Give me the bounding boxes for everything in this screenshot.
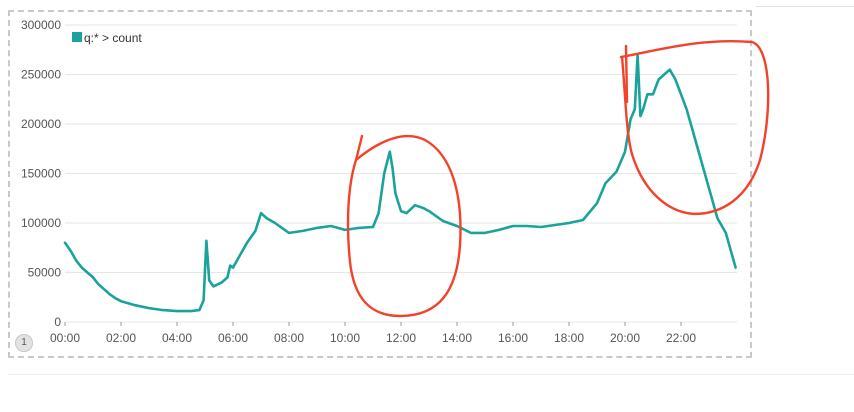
annotation-circle xyxy=(619,40,770,216)
x-tick-label: 16:00 xyxy=(498,331,528,345)
y-tick-label: 300000 xyxy=(21,18,61,32)
x-tick-label: 00:00 xyxy=(50,331,80,345)
y-tick-label: 100000 xyxy=(21,216,61,230)
page-number-badge[interactable]: 1 xyxy=(15,334,33,352)
annotation-stroke xyxy=(624,44,629,104)
top-border-line xyxy=(756,6,854,7)
x-tick-label: 22:00 xyxy=(666,331,696,345)
x-tick-label: 18:00 xyxy=(554,331,584,345)
y-tick-label: 0 xyxy=(54,315,61,329)
x-tick-label: 02:00 xyxy=(106,331,136,345)
legend-label: q:* > count xyxy=(84,31,142,45)
annotation-stroke xyxy=(354,134,364,162)
x-tick-label: 20:00 xyxy=(610,331,640,345)
y-tick-label: 50000 xyxy=(28,266,62,280)
bottom-divider xyxy=(8,374,854,375)
annotation-circle xyxy=(346,134,462,318)
series-lines xyxy=(63,53,737,313)
y-tick-label: 200000 xyxy=(21,117,61,131)
chart-panel[interactable] xyxy=(8,10,752,358)
x-tick-label: 14:00 xyxy=(442,331,472,345)
y-axis-ticks: 0 50000 100000 150000 200000 250000 300000 xyxy=(21,18,61,329)
x-tick-label: 10:00 xyxy=(330,331,360,345)
y-tick-label: 250000 xyxy=(21,68,61,82)
y-tick-label: 150000 xyxy=(21,167,61,181)
x-tick-label: 06:00 xyxy=(218,331,248,345)
x-tick-label: 08:00 xyxy=(274,331,304,345)
legend-swatch xyxy=(72,32,82,42)
x-tick-label: 12:00 xyxy=(386,331,416,345)
x-tick-label: 04:00 xyxy=(162,331,192,345)
x-axis-ticks: 00:00 02:00 04:00 06:00 08:00 10:00 12:00 14:00… xyxy=(50,322,696,345)
annotations xyxy=(346,40,770,318)
legend: q:* > count xyxy=(72,31,142,45)
